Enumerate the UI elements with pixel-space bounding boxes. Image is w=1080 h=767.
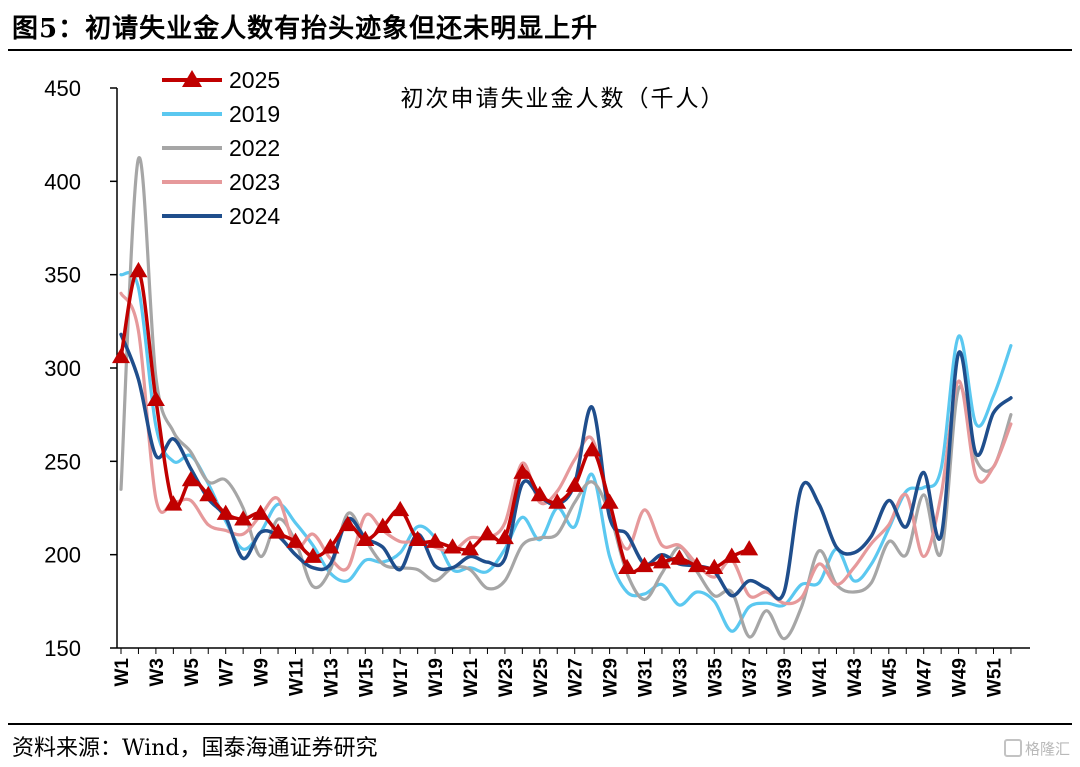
legend-marker-2025 — [182, 70, 202, 87]
legend-label-2019: 2019 — [229, 101, 280, 127]
top-rule — [8, 49, 1072, 51]
x-tick-label: W3 — [147, 658, 168, 687]
legend-label-2023: 2023 — [229, 169, 280, 195]
series-point-2025 — [495, 528, 514, 545]
y-tick-label: 150 — [44, 636, 81, 661]
y-tick-label: 250 — [44, 449, 81, 474]
x-tick-label: W17 — [391, 658, 412, 697]
series-line-2023 — [119, 291, 1013, 606]
x-tick-label: W49 — [950, 658, 971, 697]
series-point-2025 — [426, 532, 445, 548]
x-tick-label: W19 — [426, 658, 447, 697]
series-point-2025 — [303, 547, 322, 563]
series-point-2025 — [216, 504, 235, 520]
series-point-2025 — [583, 441, 602, 457]
x-tick-label: W27 — [566, 658, 587, 697]
series-point-2025 — [129, 261, 148, 278]
series-point-2025 — [443, 538, 462, 554]
series-point-2025 — [722, 547, 741, 563]
series-point-2025 — [234, 510, 253, 526]
x-tick-label: W29 — [601, 658, 622, 697]
series-line-2019 — [119, 270, 1013, 633]
y-tick-label: 300 — [44, 356, 81, 381]
y-tick-label: 350 — [44, 263, 81, 288]
series-point-2025 — [565, 476, 584, 492]
x-tick-label: W51 — [985, 658, 1006, 698]
series-line-2024 — [119, 332, 1013, 601]
x-tick-label: W37 — [740, 658, 761, 697]
x-tick-label: W33 — [670, 658, 691, 697]
bottom-rule — [8, 723, 1072, 725]
series-point-2025 — [705, 558, 724, 575]
series-point-2025 — [618, 558, 637, 575]
y-tick-label: 200 — [44, 543, 81, 568]
x-tick-label: W11 — [287, 658, 308, 696]
chart-axes: 150 200 250 300 350 400 450 W1 W3 W5 W7 W9 W11 W13 W15… — [44, 76, 1030, 697]
x-tick-label: W45 — [880, 658, 901, 698]
x-tick-label: W23 — [496, 658, 517, 697]
series-point-2025 — [513, 463, 532, 479]
series-point-2025 — [251, 504, 270, 520]
series-point-2025 — [478, 525, 497, 541]
watermark-text: 格隆汇 — [1024, 740, 1070, 758]
series-point-2025 — [356, 530, 375, 547]
series-point-2025 — [548, 493, 567, 509]
series-point-2025 — [461, 540, 479, 556]
x-tick-label: W9 — [252, 658, 273, 687]
figure-title: 图5：初请失业金人数有抬头迹象但还未明显上升 — [12, 14, 599, 44]
watermark: 格隆汇 — [1003, 738, 1070, 759]
legend: 2025 2019 2022 2023 2024 — [162, 67, 280, 229]
legend-label-2025: 2025 — [229, 67, 280, 93]
x-tick-label: W21 — [461, 658, 482, 698]
legend-label-2022: 2022 — [229, 135, 280, 161]
series-point-2025 — [740, 540, 759, 556]
x-tick-label: W47 — [915, 658, 936, 697]
series-point-2025 — [391, 500, 410, 517]
x-tick-label: W43 — [845, 658, 866, 697]
series-point-2025 — [286, 532, 305, 548]
y-tick-label: 450 — [44, 76, 81, 101]
y-tick-label: 400 — [44, 169, 81, 194]
x-tick-label: W39 — [775, 658, 796, 697]
series-point-2025 — [321, 538, 340, 554]
series-point-2025 — [112, 347, 130, 364]
series-point-2025 — [373, 517, 392, 533]
x-tick-label: W25 — [531, 658, 552, 698]
x-tick-label: W5 — [182, 658, 203, 687]
series-point-2025 — [146, 390, 165, 407]
x-tick-label: W7 — [217, 658, 238, 687]
series-point-2025 — [199, 485, 218, 502]
x-tick-label: W1 — [112, 658, 133, 687]
x-tick-label: W31 — [636, 658, 657, 698]
x-tick-label: W15 — [356, 658, 377, 698]
series-point-2025 — [164, 495, 183, 511]
series-point-2025 — [408, 530, 427, 547]
series-point-2025 — [269, 523, 288, 539]
x-tick-label: W41 — [810, 658, 831, 698]
legend-label-2024: 2024 — [229, 203, 280, 229]
series-point-2025 — [687, 556, 706, 573]
series-point-2025 — [338, 515, 357, 532]
series-point-2025 — [670, 549, 689, 565]
series-point-2025 — [181, 471, 200, 487]
series-line-2022 — [119, 156, 1013, 641]
series-point-2025 — [530, 485, 549, 502]
series-point-2025 — [652, 553, 671, 569]
x-tick-label: W13 — [321, 658, 342, 697]
chart-title: 初次申请失业金人数（千人） — [401, 86, 726, 112]
chart-series — [112, 156, 1013, 641]
series-point-2025 — [600, 493, 619, 509]
x-tick-label: W35 — [705, 658, 726, 698]
source-note: 资料来源：Wind，国泰海通证券研究 — [12, 736, 378, 761]
watermark-logo-icon — [1003, 739, 1022, 757]
series-point-2025 — [635, 556, 654, 573]
